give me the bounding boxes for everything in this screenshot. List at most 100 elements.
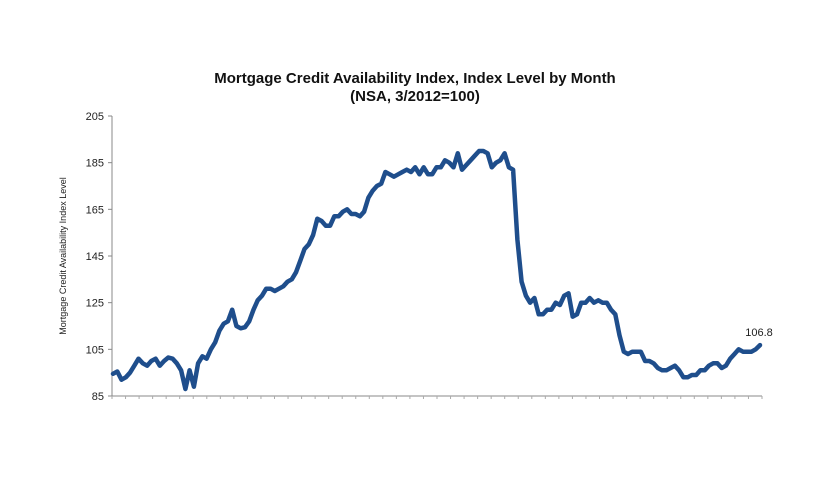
data-point [350,212,353,216]
data-point [648,359,651,363]
data-point [269,287,272,290]
data-point [588,296,591,300]
data-point [469,159,472,162]
data-point [184,387,187,391]
data-point [571,315,574,318]
data-point [448,161,451,164]
y-axis-label: Mortgage Credit Availability Index Level [58,177,68,334]
data-point [141,362,144,365]
data-point [367,196,370,199]
data-point [286,280,289,283]
data-point [435,166,438,169]
data-point [405,168,408,171]
data-point [746,350,749,353]
data-point [371,189,374,192]
data-point [252,308,255,311]
data-point [737,348,740,351]
chart-title: Mortgage Credit Availability Index, Inde… [214,70,616,87]
data-point [235,324,238,328]
data-point [358,215,362,218]
data-point [750,350,753,353]
data-point [635,350,638,353]
data-point [439,166,442,169]
data-point [452,166,455,169]
data-point [188,369,191,372]
data-point [116,370,119,373]
data-point [384,170,387,174]
data-point [375,184,379,188]
data-point [209,348,213,351]
data-point [686,376,689,379]
y-tick-label: 125 [86,298,104,310]
data-point [584,301,587,304]
y-tick-label: 85 [92,391,104,403]
data-point [256,299,259,302]
data-point [601,301,604,304]
data-point [563,294,566,297]
data-point [733,352,736,356]
data-point [320,219,323,223]
data-point [729,357,732,360]
data-point [299,259,302,262]
data-point [414,166,417,169]
data-point [260,294,264,297]
data-point [656,366,659,370]
data-point [179,369,183,372]
data-point [231,308,234,311]
data-point [290,278,293,281]
data-point [120,378,123,381]
data-point [443,159,447,162]
data-point [243,326,247,329]
data-point [754,348,757,351]
series-points [111,149,762,391]
y-tick-label: 205 [86,111,104,123]
data-point [597,299,600,302]
data-point [533,296,536,300]
data-point [631,350,634,353]
data-point [380,182,383,185]
data-point [567,292,570,295]
data-point [720,366,723,370]
chart-title-block: Mortgage Credit Availability Index, Inde… [0,70,830,106]
data-point [311,233,315,237]
data-point [528,301,532,304]
data-point [707,364,711,367]
data-point [592,301,596,304]
x-ticks [111,396,763,399]
data-point [422,166,425,169]
end-value-label: 106.8 [745,327,773,339]
data-point [643,359,647,363]
data-point [511,168,515,171]
data-point [524,294,528,297]
y-tick-label: 145 [86,251,104,263]
series-line [110,148,763,392]
data-point [158,364,161,367]
data-point [409,170,413,174]
data-point [699,369,702,372]
data-point [473,154,476,157]
data-point [712,362,715,365]
data-point [354,212,357,216]
data-point [273,289,276,293]
y-tick-label: 165 [86,204,104,216]
data-point [333,215,336,218]
data-point [460,168,464,171]
data-point [503,152,506,155]
data-point [303,247,306,251]
data-point [239,327,242,330]
data-point [401,170,404,174]
data-point [307,243,310,246]
data-point [575,313,579,316]
data-point [609,308,613,311]
data-point [222,322,225,325]
data-point [150,359,153,363]
data-point [128,371,132,374]
data-point [486,152,489,155]
data-point [639,350,642,353]
data-point [741,350,745,353]
data-point [558,303,562,307]
data-point [124,376,128,379]
data-point [758,343,762,347]
y-tick-label: 185 [86,158,104,170]
data-point [580,301,583,304]
